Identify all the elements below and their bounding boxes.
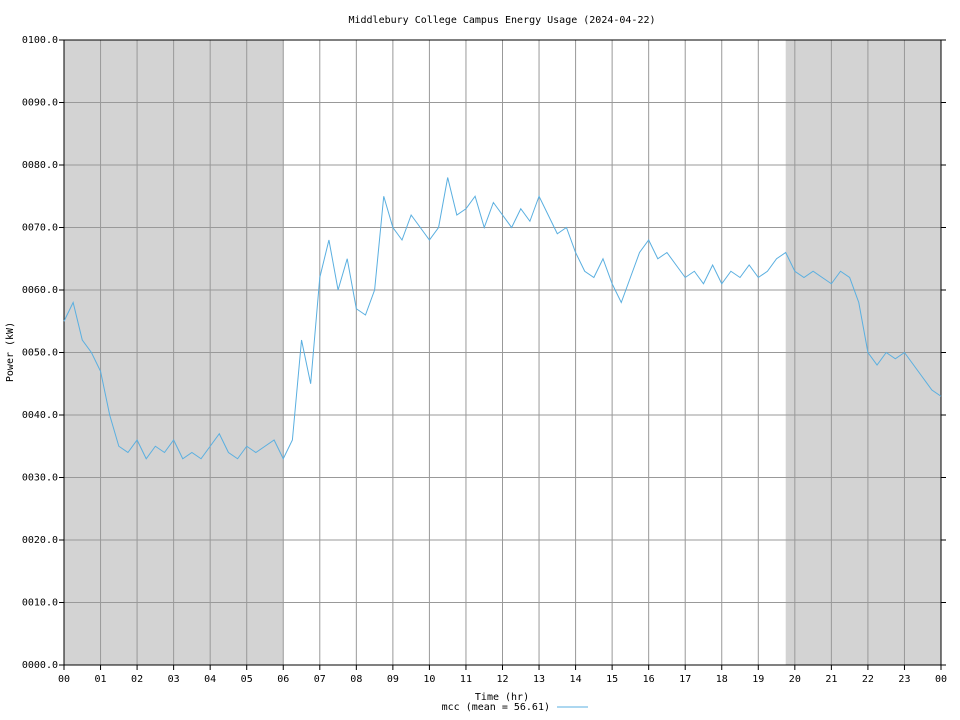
y-tick-label: 0010.0 [22,598,58,609]
legend-label: mcc (mean = 56.61) [442,702,550,713]
x-tick-label: 19 [752,674,764,685]
y-tick-label: 0080.0 [22,160,58,171]
x-tick-label: 18 [716,674,728,685]
x-tick-label: 07 [314,674,326,685]
x-tick-label: 03 [168,674,180,685]
x-tick-label: 20 [789,674,801,685]
x-tick-label: 09 [387,674,399,685]
x-tick-label: 12 [496,674,508,685]
chart-title: Middlebury College Campus Energy Usage (… [348,15,655,26]
x-tick-label: 17 [679,674,691,685]
y-tick-label: 0090.0 [22,98,58,109]
x-tick-label: 23 [898,674,910,685]
y-tick-label: 0040.0 [22,410,58,421]
y-tick-label: 0060.0 [22,285,58,296]
x-tick-label: 01 [95,674,107,685]
y-axis-label: Power (kW) [5,322,16,382]
y-tick-label: 0070.0 [22,223,58,234]
x-tick-label: 13 [533,674,545,685]
x-tick-label: 11 [460,674,472,685]
x-axis-label: Time (hr) [475,692,529,703]
x-tick-label: 00 [935,674,947,685]
y-tick-label: 0000.0 [22,660,58,671]
x-tick-label: 05 [241,674,253,685]
y-tick-label: 0020.0 [22,535,58,546]
x-tick-label: 16 [643,674,655,685]
x-tick-label: 14 [570,674,582,685]
x-tick-label: 02 [131,674,143,685]
x-tick-label: 06 [277,674,289,685]
x-tick-label: 10 [423,674,435,685]
plot-frame [63,39,942,666]
y-tick-label: 0050.0 [22,348,58,359]
x-tick-label: 15 [606,674,618,685]
y-tick-label: 0030.0 [22,473,58,484]
y-tick-label: 0100.0 [22,35,58,46]
data-line [63,177,942,460]
x-tick-label: 21 [825,674,837,685]
x-tick-label: 22 [862,674,874,685]
plot-area [59,39,946,670]
x-tick-label: 08 [350,674,362,685]
x-tick-label: 04 [204,674,216,685]
x-tick-label: 00 [58,674,70,685]
